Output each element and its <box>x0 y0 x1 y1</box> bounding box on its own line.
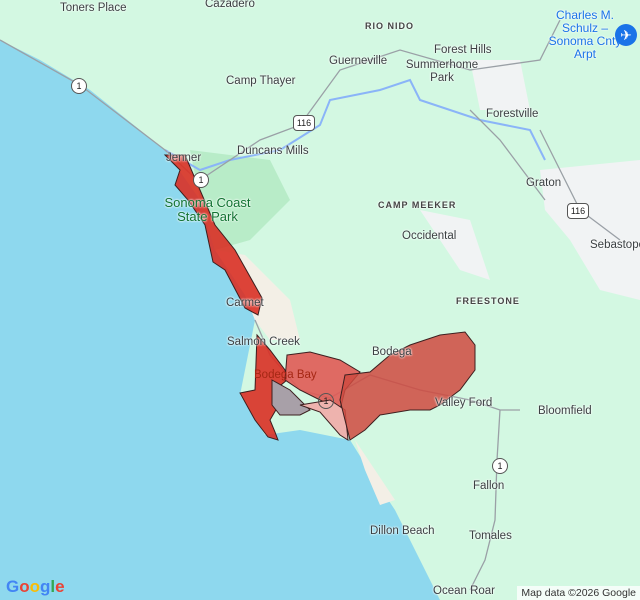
park-label: Sonoma Coast State Park <box>164 195 251 224</box>
place-label: Bodega <box>372 346 412 358</box>
map-attribution[interactable]: Map data ©2026 Google <box>517 586 640 600</box>
place-label: Camp Thayer <box>226 75 296 87</box>
highlighted-regions <box>163 154 476 441</box>
route-shield-icon: 1 <box>71 78 87 94</box>
airport-label: Charles M. Schulz –Sonoma Cnty Arpt <box>548 8 622 61</box>
place-label: Occidental <box>402 230 457 242</box>
region-bodega-harbor[interactable] <box>271 379 311 416</box>
route-shield-icon: 1 <box>492 458 508 474</box>
place-label: Toners Place <box>60 2 127 14</box>
place-label: Fallon <box>473 480 505 492</box>
place-label: FREESTONE <box>456 296 520 306</box>
beach-area <box>215 250 395 505</box>
ocean <box>0 0 440 600</box>
airplane-icon[interactable]: ✈ <box>615 24 637 46</box>
region-valley-ford[interactable] <box>339 331 476 441</box>
place-label: Ocean Roar <box>433 585 496 597</box>
place-label: Jenner <box>166 152 202 164</box>
place-label: RIO NIDO <box>365 21 415 31</box>
place-label: Sebastopol <box>590 239 640 251</box>
place-label: Salmon Creek <box>227 336 300 348</box>
place-label: Guerneville <box>329 55 388 67</box>
place-label: Forest Hills <box>434 44 492 56</box>
place-label: Bloomfield <box>538 405 592 417</box>
region-jenner-coast[interactable] <box>163 154 263 316</box>
route-shield-icon: 116 <box>293 115 315 131</box>
place-label: Dillon Beach <box>370 525 435 537</box>
route-shield-icon: 1 <box>318 393 334 409</box>
russian-river <box>164 78 546 172</box>
place-label: Tomales <box>469 530 512 542</box>
place-label: Carmet <box>226 297 264 309</box>
google-logo[interactable]: Google <box>6 577 65 596</box>
place-label: Duncans Mills <box>237 145 309 157</box>
road-116 <box>199 19 621 241</box>
tomales-bay <box>360 555 415 600</box>
place-label: Graton <box>526 177 562 189</box>
place-label: Cazadero <box>205 0 255 10</box>
place-label: Bodega Bay <box>254 369 317 381</box>
place-label: Valley Ford <box>435 397 493 409</box>
place-label: CAMP MEEKER <box>378 200 457 210</box>
place-label: Summerhome Park <box>405 59 479 84</box>
place-label: Forestville <box>486 108 539 120</box>
town-area <box>420 60 640 300</box>
route-shield-icon: 116 <box>567 203 589 219</box>
route-shield-icon: 1 <box>193 172 209 188</box>
